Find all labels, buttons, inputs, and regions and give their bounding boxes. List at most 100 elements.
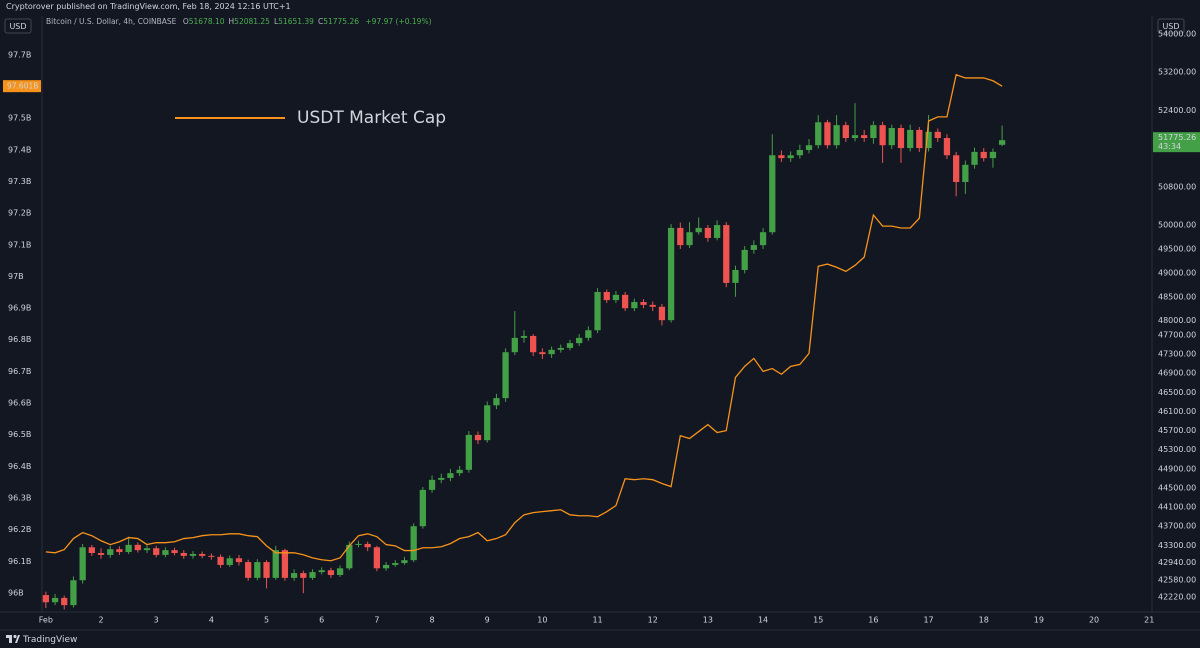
legend-label: USDT Market Cap xyxy=(297,108,446,128)
x-tick-label: 19 xyxy=(1034,616,1044,625)
candle-body xyxy=(989,151,997,159)
candle-body xyxy=(557,347,564,350)
currency-box[interactable] xyxy=(4,18,32,34)
candle-body xyxy=(502,352,509,399)
y2-tick-label: 46500.00 xyxy=(1158,388,1196,397)
candle-body xyxy=(971,151,978,165)
y-tick-label: 97.4B xyxy=(8,145,31,154)
candle-body xyxy=(438,477,445,480)
candle-body xyxy=(373,547,381,569)
ohlc: O51678.10 H52081.25 L51651.39 C51775.26 xyxy=(179,17,359,26)
candle-body xyxy=(180,553,187,556)
x-tick-label: 3 xyxy=(154,616,159,625)
candle-body xyxy=(171,550,178,554)
candle-body xyxy=(824,122,831,146)
candle-body xyxy=(658,306,666,321)
y-tick-label: 97.7B xyxy=(8,50,31,59)
candle-body xyxy=(42,595,49,603)
candle-body xyxy=(649,304,656,307)
candle-body xyxy=(548,349,555,355)
candle-body xyxy=(226,558,233,565)
y2-tick-label: 45700.00 xyxy=(1158,426,1196,435)
y2-tick-label: 43300.00 xyxy=(1158,541,1196,550)
candle-body xyxy=(428,479,436,490)
legend-key: O xyxy=(182,17,189,26)
candle-body xyxy=(447,473,454,478)
candle-body xyxy=(143,548,151,551)
candle-body xyxy=(245,562,252,578)
x-tick-label: 14 xyxy=(758,616,768,625)
legend-value: 52081.25 xyxy=(234,17,270,26)
candle-body xyxy=(576,337,583,344)
candle-body xyxy=(97,553,105,555)
candle-body xyxy=(235,558,243,563)
candle-body xyxy=(355,543,362,545)
x-tick-label: 13 xyxy=(703,616,713,625)
candle-body xyxy=(300,573,307,578)
y2-tick-label: 49500.00 xyxy=(1158,244,1196,253)
y2-tick-label: 44900.00 xyxy=(1158,464,1196,473)
candle-body xyxy=(640,302,647,305)
candle-body xyxy=(861,135,868,139)
y-tick-label: 97B xyxy=(8,272,24,281)
legend-value: 51678.10 xyxy=(188,17,225,26)
last-value-box xyxy=(3,80,41,93)
candle-body xyxy=(695,227,702,233)
candle-body xyxy=(888,127,895,146)
y2-tick-label: 50000.00 xyxy=(1158,221,1196,230)
candle-body xyxy=(88,547,95,554)
x-tick-label: 18 xyxy=(979,616,989,625)
x-tick-label: 21 xyxy=(1144,616,1154,625)
candle-body xyxy=(346,544,353,569)
y-tick-label: 97.5B xyxy=(8,114,31,123)
currency-box[interactable] xyxy=(1157,18,1185,34)
countdown: 43:34 xyxy=(1158,142,1181,151)
candle-body xyxy=(336,568,344,575)
candle-body xyxy=(520,335,528,338)
x-tick-label: 20 xyxy=(1089,616,1099,625)
candle-body xyxy=(153,548,160,555)
x-tick-label: 10 xyxy=(537,616,547,625)
y-tick-label: 96B xyxy=(8,589,24,598)
candle-body xyxy=(879,125,886,146)
candle-body xyxy=(622,294,629,309)
candle-body xyxy=(897,127,905,149)
candle-body xyxy=(116,549,123,553)
candle-body xyxy=(474,434,482,441)
candle-body xyxy=(107,549,114,555)
candle-body xyxy=(916,129,923,149)
candle-body xyxy=(70,580,77,606)
y2-tick-label: 44500.00 xyxy=(1158,483,1196,492)
candle-body xyxy=(870,125,877,139)
y2-tick-label: 42940.00 xyxy=(1158,558,1196,567)
candle-body xyxy=(410,526,417,561)
candle-body xyxy=(769,155,776,233)
candle-body xyxy=(796,149,803,156)
x-tick-label: 17 xyxy=(923,616,933,625)
tradingview-logo xyxy=(6,634,20,643)
candle-body xyxy=(254,562,261,578)
x-tick-label: 5 xyxy=(264,616,269,625)
brand: TradingView xyxy=(22,635,77,645)
y2-tick-label: 43700.00 xyxy=(1158,522,1196,531)
x-tick-label: 11 xyxy=(592,616,602,625)
symbol-name: Bitcoin / U.S. Dollar, 4h, COINBASE xyxy=(46,17,177,26)
candle-body xyxy=(539,352,546,355)
candle-body xyxy=(327,570,335,575)
candle-body xyxy=(833,125,840,146)
y2-tick-label: 54000.00 xyxy=(1158,29,1196,38)
candle-body xyxy=(750,245,757,250)
candle-body xyxy=(842,125,849,139)
y-tick-label: 96.8B xyxy=(8,335,31,344)
candle-body xyxy=(787,155,794,159)
candle-body xyxy=(419,489,426,527)
candle-body xyxy=(677,227,684,246)
y-tick-label: 96.4B xyxy=(8,462,31,471)
y-tick-label: 97.2B xyxy=(8,209,31,218)
candle-body xyxy=(189,553,197,556)
publisher: Cryptorover published on TradingView.com… xyxy=(6,2,291,11)
candle-body xyxy=(208,555,215,557)
x-tick-label: Feb xyxy=(39,616,53,625)
x-tick-label: 16 xyxy=(868,616,878,625)
